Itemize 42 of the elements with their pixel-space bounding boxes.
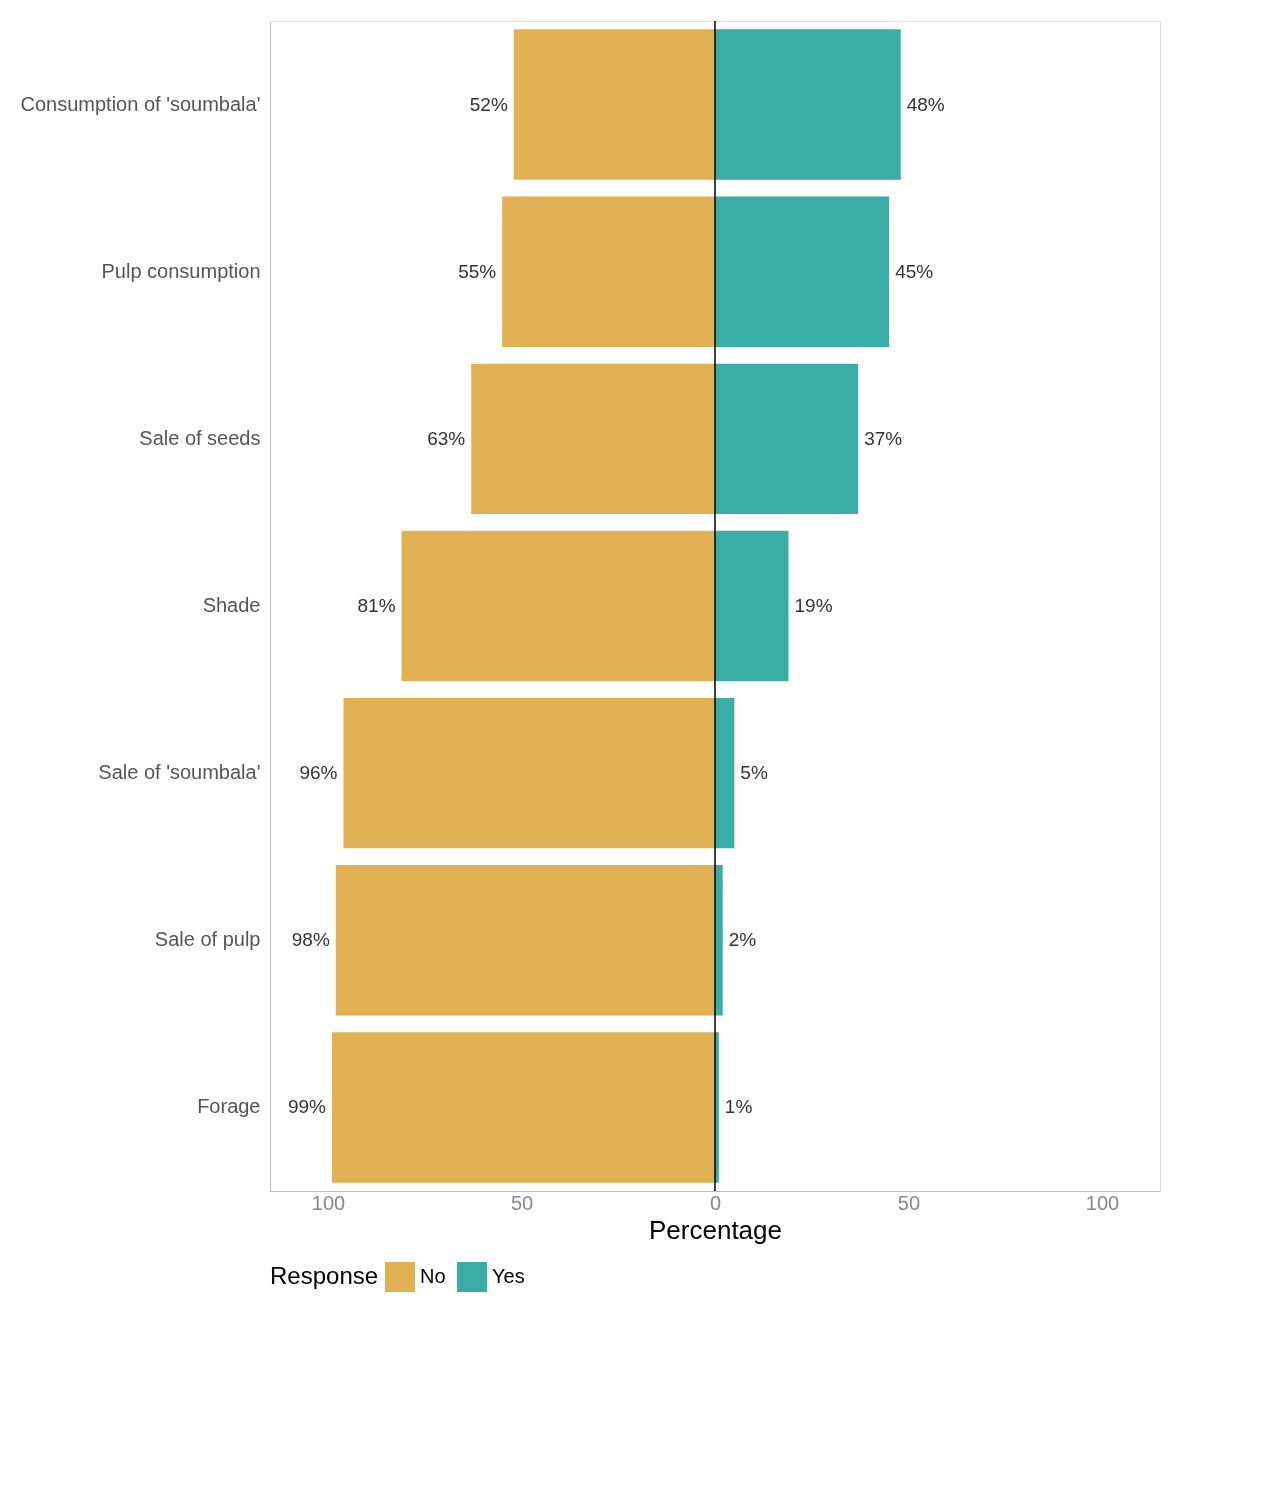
x-tick-label: 100: [1085, 1191, 1120, 1214]
data-label: 52%: [469, 93, 508, 115]
x-tick-label: 50: [510, 1191, 534, 1214]
bar: [331, 1032, 715, 1183]
bar: [715, 196, 890, 347]
x-axis-title: Percentage: [649, 1214, 782, 1245]
data-label: 63%: [427, 427, 466, 449]
legend-title: Response: [270, 1262, 379, 1289]
data-label: 98%: [291, 929, 330, 951]
bar: [715, 29, 901, 180]
data-label: 45%: [895, 260, 934, 282]
legend-label: No: [420, 1265, 446, 1287]
bar: [471, 363, 715, 515]
data-label: 5%: [740, 762, 768, 784]
x-tick-label: 0: [709, 1191, 722, 1214]
bar: [335, 865, 715, 1016]
data-label: 99%: [287, 1096, 327, 1118]
data-label: 1%: [724, 1096, 753, 1118]
bar: [715, 363, 859, 515]
data-label: 81%: [357, 595, 396, 616]
data-label: 55%: [458, 260, 497, 282]
data-label: 37%: [864, 427, 903, 449]
data-label: 19%: [794, 595, 833, 616]
y-tick-label: Shade: [202, 594, 261, 616]
x-tick-label: 50: [897, 1191, 921, 1214]
bar: [502, 196, 715, 347]
x-tick-label: 100: [311, 1191, 346, 1214]
y-tick-label: Forage: [197, 1095, 261, 1118]
y-tick-label: Pulp consumption: [101, 259, 261, 282]
legend-label: Yes: [492, 1265, 525, 1287]
y-tick-label: Sale of 'soumbala': [98, 761, 261, 784]
y-tick-label: Consumption of 'soumbala': [20, 92, 261, 115]
data-label: 2%: [728, 929, 757, 951]
bar: [401, 530, 715, 682]
bar: [343, 697, 715, 849]
y-tick-label: Sale of pulp: [154, 928, 261, 951]
y-tick-label: Sale of seeds: [139, 426, 261, 449]
bar: [513, 29, 715, 180]
data-label: 96%: [299, 762, 338, 784]
bar: [715, 530, 789, 682]
bar: [715, 697, 735, 849]
data-label: 48%: [906, 93, 945, 115]
